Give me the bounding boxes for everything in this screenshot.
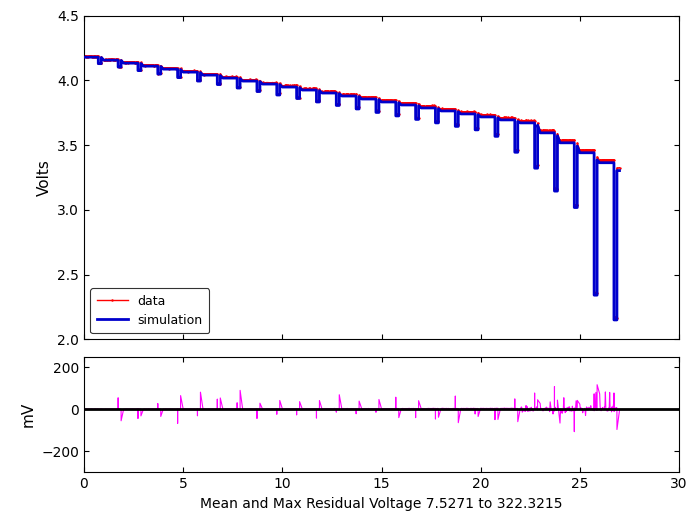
data	[615, 164, 624, 171]
Y-axis label: mV: mV	[21, 402, 36, 427]
data	[260, 80, 268, 86]
simulation	[547, 130, 556, 136]
simulation	[259, 81, 267, 87]
X-axis label: Mean and Max Residual Voltage 7.5271 to 322.3215: Mean and Max Residual Voltage 7.5271 to …	[200, 497, 563, 511]
simulation	[338, 93, 346, 99]
simulation	[615, 167, 624, 174]
data	[414, 114, 422, 121]
simulation	[209, 72, 217, 78]
Line: simulation: simulation	[84, 57, 620, 320]
data	[83, 54, 92, 60]
simulation	[413, 116, 421, 122]
Y-axis label: Volts: Volts	[36, 159, 52, 196]
simulation	[83, 54, 92, 60]
Line: data: data	[83, 55, 620, 319]
simulation	[610, 317, 618, 323]
data	[548, 127, 556, 133]
simulation	[80, 54, 88, 60]
data	[91, 52, 99, 59]
data	[612, 314, 621, 321]
data	[80, 53, 88, 59]
data	[209, 71, 218, 77]
Legend: data, simulation: data, simulation	[90, 288, 209, 333]
data	[339, 91, 347, 97]
